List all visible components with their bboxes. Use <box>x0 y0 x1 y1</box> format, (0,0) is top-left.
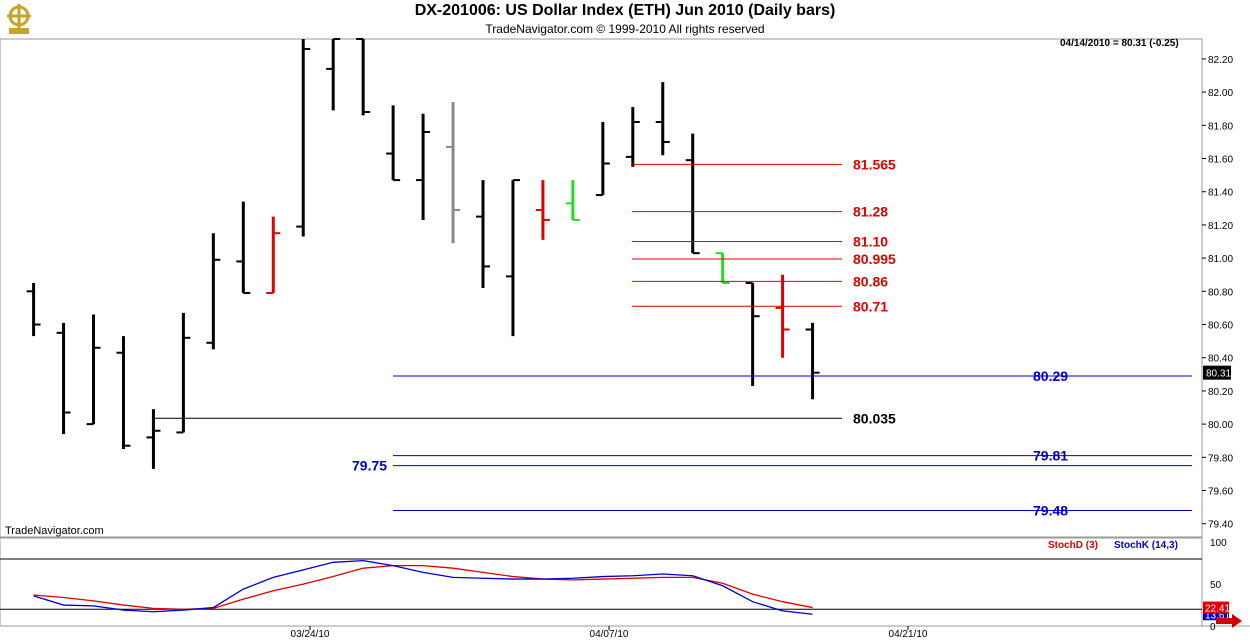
last-price-marker: 80.31 <box>1203 365 1231 380</box>
level-label: 81.28 <box>853 204 888 220</box>
price-tick-label: 80.80 <box>1208 287 1233 298</box>
watermark-text: TradeNavigator.com <box>5 525 104 537</box>
date-tick-label: 04/21/10 <box>889 629 928 640</box>
chart-title: DX-201006: US Dollar Index (ETH) Jun 201… <box>414 2 836 19</box>
level-label: 80.035 <box>853 410 896 426</box>
stoch-d-value: 22.41 <box>1205 604 1230 615</box>
stoch-tick-label: 100 <box>1210 538 1227 549</box>
price-tick-label: 79.40 <box>1208 520 1233 531</box>
level-label: 79.75 <box>352 458 387 474</box>
price-tick-label: 82.20 <box>1208 55 1233 66</box>
stoch-series-line <box>33 559 813 615</box>
date-tick-label: 03/24/10 <box>291 629 330 640</box>
copyright-text: TradeNavigator.com © 1999-2010 All right… <box>485 22 765 36</box>
price-tick-label: 80.40 <box>1208 354 1233 365</box>
price-tick-label: 79.60 <box>1208 487 1233 498</box>
stoch-k-value: 13.61 <box>1205 610 1230 621</box>
price-tick-label: 80.60 <box>1208 321 1233 332</box>
price-tick-label: 80.00 <box>1208 420 1233 431</box>
price-tick-label: 81.20 <box>1208 221 1233 232</box>
last-quote-text: 04/14/2010 = 80.31 (-0.25) <box>1060 38 1179 49</box>
price-tick-label: 81.40 <box>1208 188 1233 199</box>
date-axis: 03/24/10 04/07/10 04/21/10 <box>291 626 928 640</box>
price-tick-label: 82.00 <box>1208 88 1233 99</box>
stoch-tick-label: 0 <box>1210 622 1216 633</box>
stoch-d-legend: StochD (3) <box>1048 540 1098 551</box>
level-label: 80.71 <box>853 298 888 314</box>
tradenavigator-logo-icon <box>4 2 34 41</box>
price-tick-label: 81.60 <box>1208 155 1233 166</box>
level-label: 79.48 <box>1033 502 1068 518</box>
stoch-tick-label: 50 <box>1210 580 1222 591</box>
scroll-right-icon[interactable] <box>1216 614 1242 628</box>
stoch-series-line <box>33 565 813 610</box>
price-tick-label: 81.80 <box>1208 121 1233 132</box>
price-tick-label: 81.00 <box>1208 254 1233 265</box>
level-label: 80.29 <box>1033 368 1068 384</box>
level-label: 81.565 <box>853 156 896 172</box>
price-axis: 79.40 79.60 79.80 80.00 80.20 80.40 80.60 80.80… <box>1202 55 1233 531</box>
price-tick-label: 80.20 <box>1208 387 1233 398</box>
price-tick-label: 79.80 <box>1208 453 1233 464</box>
last-price-label: 80.31 <box>1206 369 1231 380</box>
level-label: 80.995 <box>853 251 896 267</box>
level-label: 80.86 <box>853 273 888 289</box>
stoch-d-value-box <box>1203 601 1229 614</box>
ohlc-bars <box>26 38 820 469</box>
date-tick-label: 04/07/10 <box>590 629 629 640</box>
last-price-box <box>1203 365 1231 380</box>
level-label: 81.10 <box>853 234 888 250</box>
stoch-k-legend: StochK (14,3) <box>1114 540 1178 551</box>
level-label: 79.81 <box>1033 448 1068 464</box>
